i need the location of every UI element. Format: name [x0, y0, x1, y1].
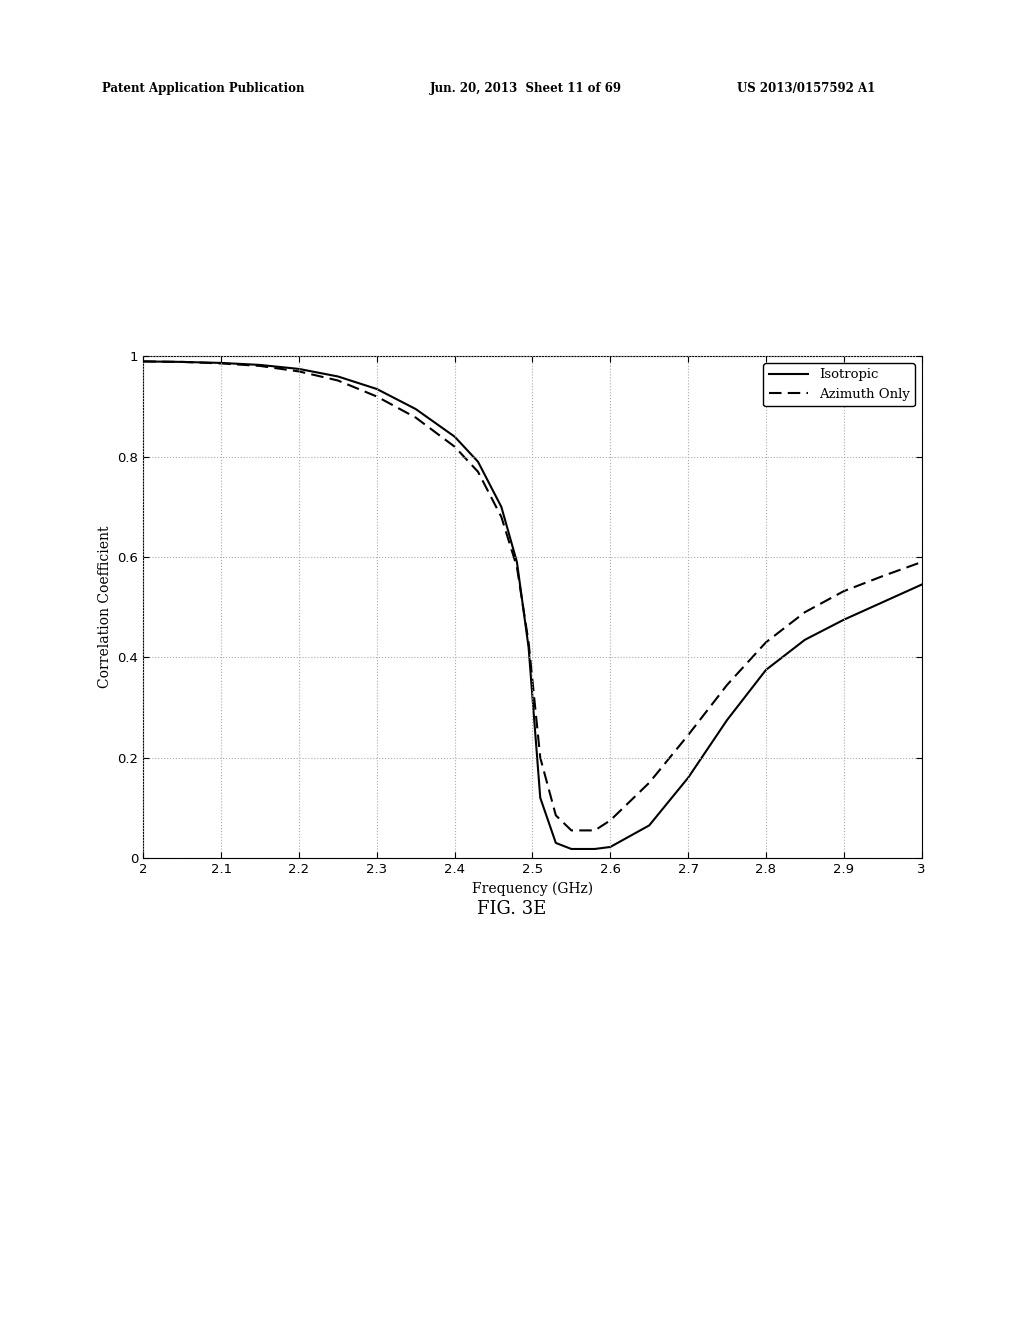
Isotropic: [550, 836, 562, 851]
Azimuth Only: [915, 554, 928, 570]
Azimuth Only: [643, 775, 655, 791]
Azimuth Only: [877, 568, 889, 583]
Isotropic: [643, 817, 655, 833]
Azimuth Only: [472, 463, 484, 479]
Azimuth Only: [332, 372, 344, 388]
Line: Isotropic: Isotropic: [143, 362, 922, 849]
Text: Patent Application Publication: Patent Application Publication: [102, 82, 305, 95]
Azimuth Only: [550, 808, 562, 824]
Azimuth Only: [137, 354, 150, 370]
Text: Jun. 20, 2013  Sheet 11 of 69: Jun. 20, 2013 Sheet 11 of 69: [430, 82, 622, 95]
Azimuth Only: [511, 560, 523, 576]
Isotropic: [589, 841, 601, 857]
Isotropic: [254, 356, 266, 372]
Isotropic: [410, 401, 422, 417]
Isotropic: [293, 362, 305, 378]
Azimuth Only: [176, 354, 188, 370]
Text: US 2013/0157592 A1: US 2013/0157592 A1: [737, 82, 876, 95]
Azimuth Only: [565, 822, 578, 838]
Azimuth Only: [293, 363, 305, 379]
Azimuth Only: [410, 409, 422, 425]
Isotropic: [449, 429, 461, 445]
Isotropic: [565, 841, 578, 857]
Azimuth Only: [449, 438, 461, 454]
Text: FIG. 3E: FIG. 3E: [477, 900, 547, 919]
Isotropic: [682, 770, 694, 785]
Isotropic: [760, 663, 772, 678]
Isotropic: [877, 594, 889, 610]
Y-axis label: Correlation Coefficient: Correlation Coefficient: [98, 525, 112, 689]
Azimuth Only: [215, 355, 227, 371]
Azimuth Only: [604, 813, 616, 829]
Azimuth Only: [535, 750, 547, 766]
Azimuth Only: [682, 727, 694, 743]
Azimuth Only: [496, 510, 508, 525]
Legend: Isotropic, Azimuth Only: Isotropic, Azimuth Only: [764, 363, 915, 407]
Azimuth Only: [522, 635, 535, 651]
Isotropic: [522, 639, 535, 655]
Isotropic: [721, 713, 733, 729]
Azimuth Only: [799, 605, 811, 620]
Isotropic: [332, 368, 344, 384]
Isotropic: [915, 577, 928, 593]
Azimuth Only: [589, 822, 601, 838]
Isotropic: [215, 355, 227, 371]
Azimuth Only: [254, 358, 266, 374]
Isotropic: [535, 789, 547, 805]
Line: Azimuth Only: Azimuth Only: [143, 362, 922, 830]
Isotropic: [799, 632, 811, 648]
Isotropic: [838, 612, 850, 628]
X-axis label: Frequency (GHz): Frequency (GHz): [472, 882, 593, 896]
Isotropic: [604, 840, 616, 855]
Isotropic: [511, 554, 523, 570]
Azimuth Only: [721, 677, 733, 693]
Isotropic: [176, 354, 188, 370]
Isotropic: [496, 499, 508, 515]
Azimuth Only: [760, 635, 772, 651]
Azimuth Only: [371, 388, 383, 404]
Isotropic: [472, 454, 484, 470]
Isotropic: [137, 354, 150, 370]
Azimuth Only: [838, 583, 850, 599]
Isotropic: [371, 381, 383, 397]
